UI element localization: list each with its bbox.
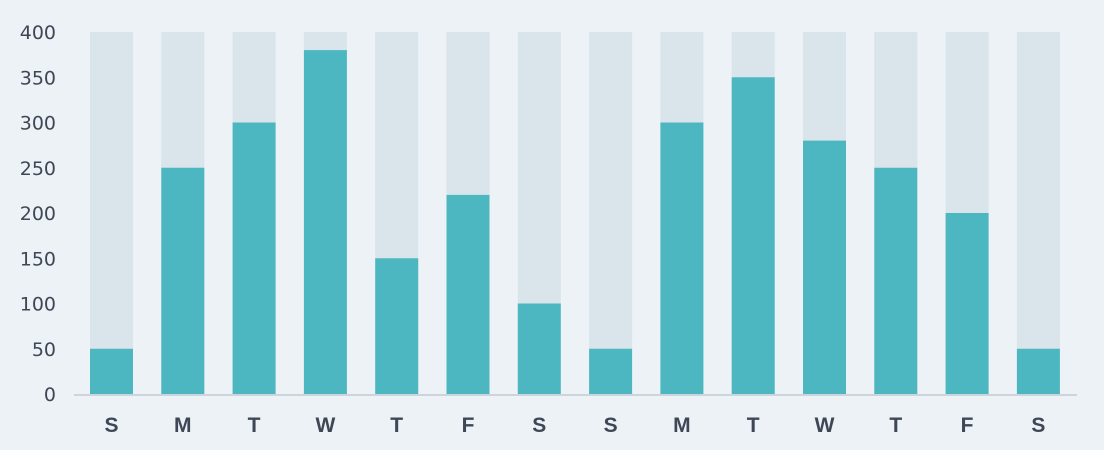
bar	[803, 140, 846, 394]
x-tick-label: S	[104, 414, 118, 437]
x-tick-label: F	[462, 414, 475, 437]
y-tick-label: 0	[44, 384, 56, 406]
y-tick-label: 250	[20, 158, 56, 180]
bar	[232, 122, 276, 394]
x-tick-label: S	[532, 414, 546, 437]
x-tick-label: T	[390, 414, 403, 437]
bar-track	[90, 32, 133, 394]
bar	[589, 348, 633, 394]
y-tick-label: 400	[20, 22, 56, 44]
y-tick-label: 350	[20, 67, 56, 89]
bars	[90, 32, 1060, 394]
x-tick-label: S	[604, 414, 618, 437]
x-tick-label: S	[1031, 414, 1045, 437]
x-tick-label: F	[961, 414, 974, 437]
y-tick-label: 300	[20, 113, 56, 135]
x-tick-label: W	[315, 414, 335, 437]
x-tick-label: T	[248, 414, 261, 437]
x-tick-label: T	[889, 414, 902, 437]
bar	[945, 213, 989, 394]
x-tick-label: T	[747, 414, 760, 437]
bar-track	[589, 32, 633, 394]
bar	[446, 194, 490, 394]
bar	[874, 167, 918, 394]
bar	[731, 77, 775, 394]
bar-track	[1016, 32, 1060, 394]
x-tick-label: M	[673, 414, 691, 437]
bar	[517, 303, 561, 394]
x-tick-label: M	[174, 414, 192, 437]
bar	[90, 348, 133, 394]
bar	[161, 167, 205, 394]
bar	[660, 122, 704, 394]
y-tick-label: 50	[32, 339, 56, 361]
y-tick-label: 150	[20, 248, 56, 270]
bar	[303, 50, 347, 394]
bar	[1016, 348, 1060, 394]
x-tick-label: W	[815, 414, 835, 437]
y-axis: 0 50 100 150 200 250 300 350 400	[20, 22, 56, 406]
bar	[375, 258, 419, 394]
y-tick-label: 200	[20, 203, 56, 225]
y-tick-label: 100	[20, 294, 56, 316]
